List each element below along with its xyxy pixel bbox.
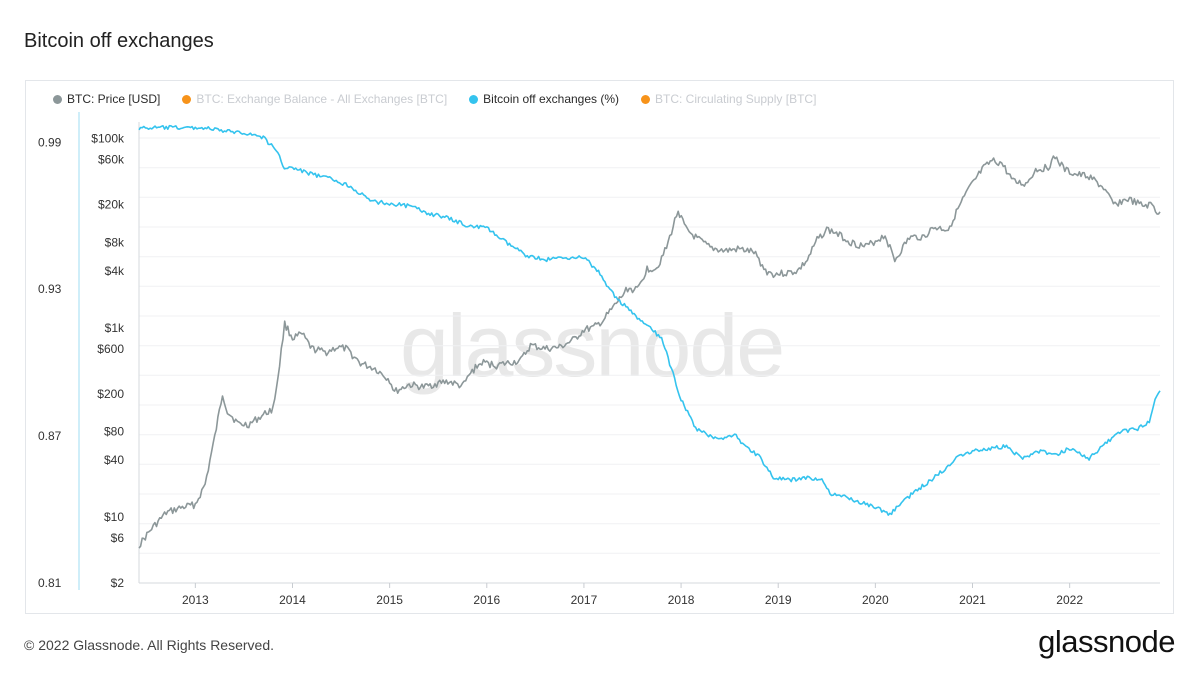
legend-label: BTC: Circulating Supply [BTC] <box>655 92 817 106</box>
chart-title: Bitcoin off exchanges <box>24 30 214 52</box>
price-tick-label: $100k <box>91 132 125 146</box>
chart-legend: BTC: Price [USD] BTC: Exchange Balance -… <box>53 92 838 106</box>
price-tick-label: $4k <box>105 264 125 278</box>
price-tick-label: $80 <box>104 425 124 439</box>
price-tick-label: $20k <box>98 198 125 212</box>
x-tick-label: 2020 <box>862 593 889 607</box>
legend-item-circulating-supply[interactable]: BTC: Circulating Supply [BTC] <box>641 92 816 106</box>
price-tick-label: $200 <box>97 387 124 401</box>
price-tick-label: $60k <box>98 153 125 167</box>
copyright-footer: © 2022 Glassnode. All Rights Reserved. <box>24 637 275 653</box>
legend-label: Bitcoin off exchanges (%) <box>483 92 620 106</box>
legend-item-price[interactable]: BTC: Price [USD] <box>53 92 160 106</box>
x-tick-label: 2013 <box>182 593 209 607</box>
brand-logo: glassnode <box>1038 624 1175 659</box>
price-tick-label: $6 <box>111 531 125 545</box>
price-tick-label: $600 <box>97 342 124 356</box>
legend-label: BTC: Exchange Balance - All Exchanges [B… <box>196 92 448 106</box>
legend-dot-icon <box>641 94 651 104</box>
x-tick-label: 2017 <box>571 593 598 607</box>
x-tick-label: 2021 <box>959 593 986 607</box>
pct-tick-label: 0.93 <box>38 282 62 296</box>
pct-tick-label: 0.81 <box>38 576 62 590</box>
x-tick-label: 2015 <box>376 593 403 607</box>
chart-panel <box>25 80 1174 614</box>
price-tick-label: $2 <box>111 576 125 590</box>
legend-dot-icon <box>53 94 62 104</box>
price-tick-label: $40 <box>104 453 124 467</box>
x-tick-label: 2022 <box>1056 593 1083 607</box>
legend-item-off-exchanges[interactable]: Bitcoin off exchanges (%) <box>469 92 619 106</box>
price-tick-label: $1k <box>105 321 125 335</box>
legend-item-exchange-balance[interactable]: BTC: Exchange Balance - All Exchanges [B… <box>182 92 447 106</box>
price-tick-label: $10 <box>104 510 124 524</box>
x-tick-label: 2019 <box>765 593 792 607</box>
x-tick-label: 2016 <box>473 593 500 607</box>
pct-tick-label: 0.99 <box>38 135 62 149</box>
pct-tick-label: 0.87 <box>38 429 62 443</box>
legend-label: BTC: Price [USD] <box>67 92 161 106</box>
price-series-line <box>138 155 1161 549</box>
legend-dot-icon <box>182 94 192 104</box>
off-exchange-series-line <box>138 124 1161 516</box>
x-tick-label: 2018 <box>668 593 695 607</box>
x-tick-label: 2014 <box>279 593 306 607</box>
price-tick-label: $8k <box>105 235 125 249</box>
legend-dot-icon <box>469 94 479 104</box>
